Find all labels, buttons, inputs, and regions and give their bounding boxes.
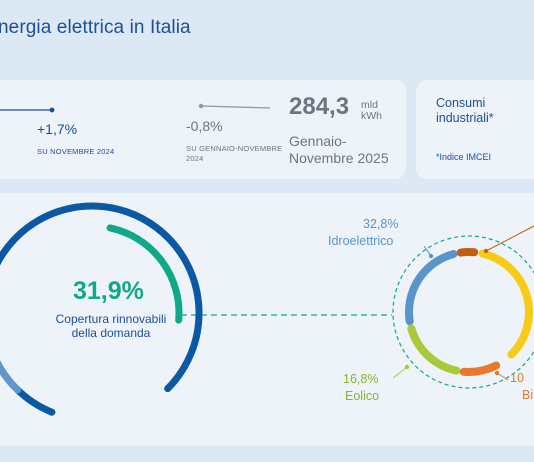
wind-segment bbox=[407, 324, 461, 375]
page-title: nergia elettrica in Italia bbox=[0, 17, 191, 38]
coverage-value: 31,9% bbox=[73, 277, 144, 305]
coverage-ring bbox=[0, 202, 203, 416]
sources-dashed-circle bbox=[392, 235, 534, 389]
solar-segment bbox=[478, 249, 533, 359]
stats-card bbox=[0, 80, 406, 179]
bio-label: Bi bbox=[522, 388, 534, 402]
hydro-label: Idroelettrico bbox=[328, 234, 394, 248]
coverage-label: Copertura rinnovabili della domanda bbox=[55, 312, 167, 340]
monthly-change-caption: SU NOVEMBRE 2024 bbox=[37, 147, 115, 156]
hydro-pointer bbox=[423, 245, 432, 257]
coverage-ring-outer bbox=[0, 202, 203, 416]
total-consumption-value: 284,3 bbox=[289, 93, 350, 120]
coverage-ring-renewables bbox=[106, 224, 183, 324]
industrial-title: Consumi industriali* bbox=[436, 96, 494, 125]
geothermal-segment bbox=[456, 248, 479, 257]
hydro-pct: 32,8% bbox=[363, 217, 399, 231]
hydro-segment bbox=[405, 250, 458, 326]
bio-segment bbox=[459, 361, 501, 376]
ytd-trend-line bbox=[198, 103, 271, 109]
geo-pointer bbox=[485, 225, 534, 252]
renewables-card bbox=[0, 193, 534, 446]
total-consumption-unit: mld kWh bbox=[361, 99, 382, 122]
sources-ring bbox=[392, 225, 534, 389]
monthly-change-value: +1,7% bbox=[37, 121, 78, 137]
coverage-ring-lower bbox=[0, 360, 22, 394]
ytd-change-caption: SU GENNAIO-NOVEMBRE 2024 bbox=[186, 144, 283, 163]
bio-pct: 10 bbox=[510, 371, 524, 385]
wind-pointer bbox=[392, 366, 408, 379]
wind-label: Eolico bbox=[345, 389, 380, 403]
total-consumption-period: Gennaio-Novembre 2025 bbox=[289, 133, 389, 166]
wind-pct: 16,8% bbox=[343, 372, 379, 386]
industrial-card bbox=[416, 80, 534, 179]
ytd-change-value: -0,8% bbox=[186, 118, 223, 134]
monthly-trend-line bbox=[0, 107, 55, 113]
bio-pointer bbox=[496, 372, 509, 381]
industrial-note: *Indice IMCEI bbox=[436, 152, 492, 162]
